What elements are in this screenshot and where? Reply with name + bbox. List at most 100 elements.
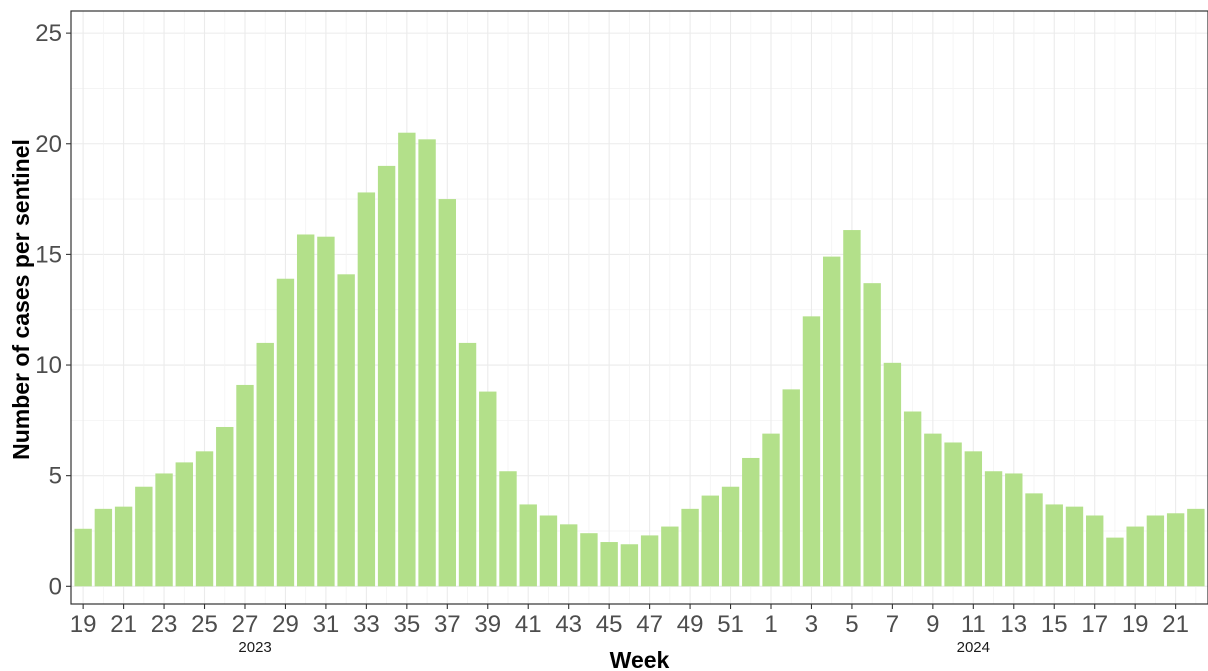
bar: [701, 495, 720, 587]
x-tick-label: 51: [717, 611, 744, 638]
bar: [377, 165, 396, 587]
x-tick-label: 39: [474, 611, 501, 638]
bar: [195, 451, 214, 587]
y-axis-ticks: 0 5 10 15 20 25: [35, 20, 71, 600]
bar: [924, 433, 942, 587]
x-tick-label: 35: [393, 611, 420, 638]
x-tick-label: 3: [805, 611, 818, 638]
x-tick-label: 7: [886, 611, 899, 638]
bar: [903, 411, 922, 587]
bar: [762, 433, 780, 587]
year-label: 2024: [957, 639, 990, 656]
bar: [843, 230, 861, 587]
year-label: 2023: [238, 639, 271, 656]
bar: [1146, 515, 1165, 587]
x-axis-ticks: 19 21 23 25 27 29 31 33 35 37 39 41 43 45 47 49 51 1 3 5 7 9 1…: [70, 604, 1189, 638]
x-tick-label: 27: [232, 611, 259, 638]
bar: [499, 471, 517, 587]
bars: [74, 132, 1205, 587]
bar: [822, 256, 841, 587]
bar: [863, 283, 881, 587]
bar: [236, 384, 254, 587]
bar: [559, 524, 578, 587]
bar: [1106, 537, 1124, 587]
bar: [742, 457, 760, 587]
bar: [944, 442, 962, 587]
x-tick-label: 25: [191, 611, 218, 638]
y-axis-title: Number of cases per sentinel: [8, 139, 34, 460]
plot-border: [70, 10, 1208, 605]
bar: [114, 506, 133, 587]
bar: [479, 391, 497, 587]
bar: [337, 274, 355, 587]
x-tick-label: 37: [434, 611, 461, 638]
bar: [458, 342, 477, 587]
bar: [1086, 515, 1104, 587]
bar: [398, 132, 416, 587]
bar: [317, 236, 335, 587]
x-tick-label: 41: [515, 611, 542, 638]
bar: [721, 486, 740, 587]
bar: [519, 504, 537, 587]
bar: [1005, 473, 1023, 587]
bar: [1126, 526, 1144, 587]
y-tick-label: 10: [35, 352, 62, 379]
x-tick-label: 9: [926, 611, 939, 638]
bar: [802, 316, 821, 587]
bar: [296, 234, 315, 587]
x-tick-label: 17: [1081, 611, 1108, 638]
bar: [216, 426, 234, 587]
bar: [661, 526, 679, 587]
bar: [155, 473, 173, 587]
bar: [74, 528, 92, 587]
bar: [1065, 506, 1084, 587]
bar: [984, 471, 1003, 587]
x-tick-label: 23: [151, 611, 178, 638]
bar: [620, 544, 639, 587]
x-tick-label: 15: [1041, 611, 1068, 638]
year-labels: 2023 2024: [238, 639, 990, 656]
x-tick-label: 31: [313, 611, 340, 638]
bar: [681, 508, 699, 587]
bar: [135, 486, 153, 587]
x-tick-label: 33: [353, 611, 380, 638]
y-tick-label: 25: [35, 20, 62, 47]
bar: [782, 389, 800, 587]
bar: [94, 508, 113, 587]
bar: [600, 542, 618, 587]
bar: [1025, 493, 1043, 587]
x-tick-label: 11: [961, 611, 986, 638]
bar: [1166, 513, 1185, 587]
y-tick-label: 20: [35, 131, 62, 158]
y-tick-label: 5: [49, 463, 62, 490]
y-tick-label: 15: [35, 241, 62, 268]
bar: [883, 362, 902, 587]
x-axis-title: Week: [610, 647, 670, 671]
x-tick-label: 19: [70, 611, 97, 638]
x-tick-label: 29: [272, 611, 299, 638]
y-tick-label: 0: [49, 573, 62, 600]
bar: [418, 139, 436, 587]
x-tick-label: 45: [596, 611, 623, 638]
bar: [175, 462, 193, 587]
x-tick-label: 21: [1162, 611, 1189, 638]
bar: [580, 533, 598, 587]
bar: [964, 451, 983, 587]
x-tick-label: 1: [764, 611, 777, 638]
bar: [640, 535, 659, 587]
x-tick-label: 43: [555, 611, 582, 638]
bar: [1187, 508, 1205, 587]
x-tick-label: 13: [1000, 611, 1027, 638]
bar: [1045, 504, 1063, 587]
x-tick-label: 5: [845, 611, 858, 638]
bar: [276, 278, 295, 587]
bar: [357, 192, 376, 587]
x-tick-label: 47: [636, 611, 663, 638]
x-tick-label: 49: [677, 611, 704, 638]
x-tick-label: 19: [1122, 611, 1149, 638]
x-tick-label: 21: [110, 611, 137, 638]
bar: [438, 199, 457, 587]
bar: [256, 342, 274, 587]
bar: [539, 515, 558, 587]
